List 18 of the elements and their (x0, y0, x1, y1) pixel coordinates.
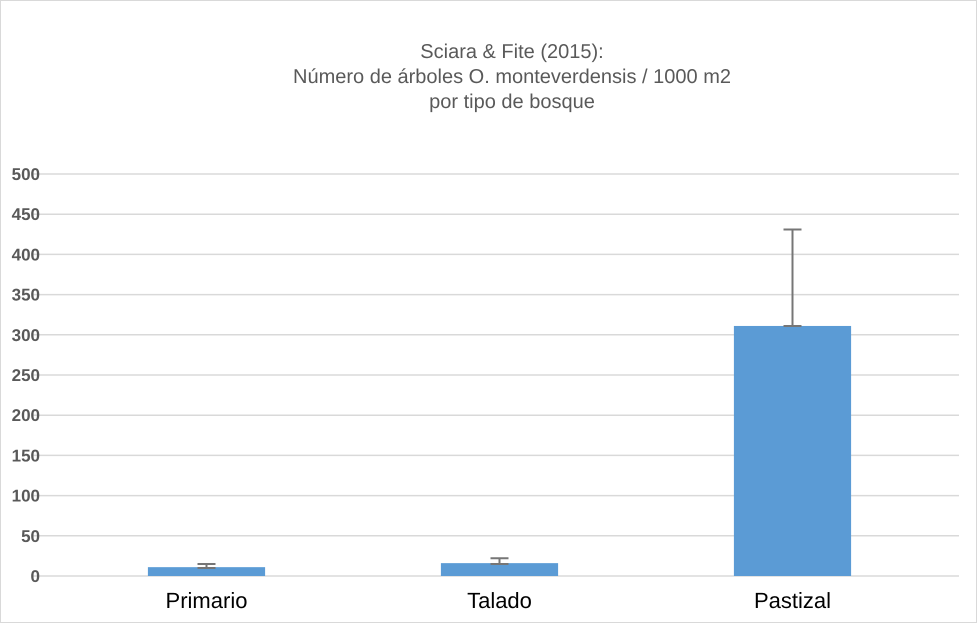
bar (440, 563, 558, 576)
y-tick-label: 450 (12, 205, 40, 224)
x-tick-label: Pastizal (754, 588, 832, 613)
y-tick-label: 150 (12, 446, 40, 466)
y-tick-label: 200 (12, 406, 40, 426)
bar (734, 326, 852, 576)
y-tick-label: 250 (12, 366, 40, 385)
x-tick-label: Talado (467, 588, 532, 613)
bar (148, 567, 266, 576)
y-tick-label: 100 (12, 486, 40, 506)
chart-title: Sciara & Fite (2015): Número de árboles O. monteverdensis / 1000 m2 por tipo de bosque (293, 41, 731, 113)
y-tick-label: 300 (12, 326, 40, 345)
y-tick-label: 350 (12, 286, 40, 305)
y-tick-label: 0 (30, 566, 40, 586)
y-tick-label: 400 (12, 245, 40, 264)
x-tick-label: Primario (166, 588, 248, 613)
y-tick-label: 500 (12, 164, 40, 184)
y-tick-label: 50 (21, 526, 40, 546)
